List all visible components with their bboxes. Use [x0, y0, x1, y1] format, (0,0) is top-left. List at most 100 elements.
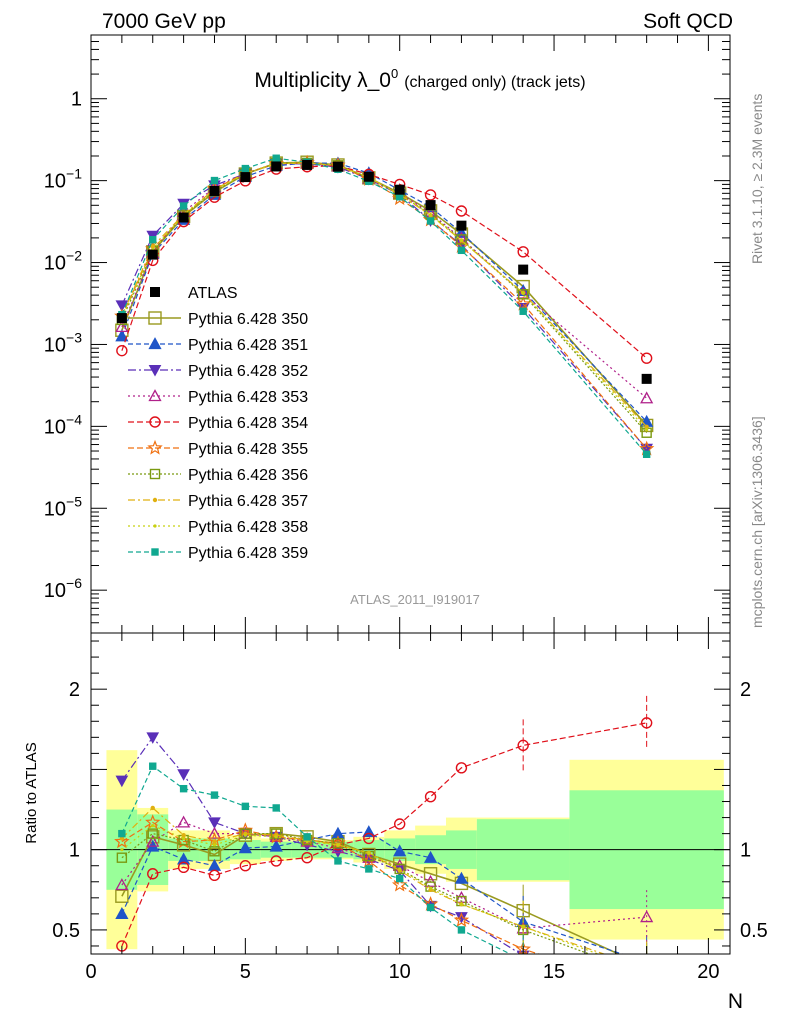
series-357-point — [644, 424, 649, 429]
legend-marker — [152, 497, 158, 503]
atlas-data-point — [641, 373, 652, 384]
series-359-ratio-point — [520, 957, 526, 963]
series-359-ratio-point — [644, 988, 650, 994]
series-351-ratio-point — [238, 841, 252, 854]
series-351-ratio-point — [454, 871, 469, 884]
atlas-data-point — [178, 212, 189, 223]
series-358-ratio-point — [305, 840, 309, 844]
series-359-point — [642, 450, 651, 458]
series-352-ratio-point — [146, 732, 160, 744]
series-359-ratio-point — [395, 874, 404, 883]
atlas-data-point — [302, 159, 313, 170]
series-352-ratio-point — [177, 769, 190, 781]
legend-marker — [148, 311, 162, 325]
x-tick-label: 10 — [389, 961, 411, 983]
series-359-point — [519, 307, 527, 315]
series-351-ratio-point — [177, 852, 191, 865]
legend-marker — [148, 365, 162, 377]
ratio-panel: 0.5 0.5 1 1 2 2 Ratio to ATLAS 0 5 10 15 20 N — [23, 35, 768, 1013]
atlas-data — [116, 159, 652, 384]
x-tick-label: 5 — [240, 961, 251, 983]
legend-marker — [153, 524, 157, 528]
series-350-ratio-point — [115, 889, 129, 903]
atlas-data-point — [332, 161, 343, 172]
series-353-ratio-point — [423, 874, 438, 887]
series-358-ratio-point — [212, 843, 217, 847]
series-359-ratio-point — [210, 791, 219, 799]
ratio-y-tick-label: 0.5 — [52, 920, 80, 942]
legend-atlas-marker — [150, 287, 160, 297]
x-tick-label: 15 — [543, 961, 565, 983]
series-352-ratio-point — [115, 775, 129, 788]
main-y-tick-label: 10−1 — [44, 166, 82, 193]
legend-marker — [147, 439, 163, 455]
series-353-point — [640, 391, 654, 404]
main-y-axis: 10−6 10−5 10−4 10−3 10−2 10−1 1 — [44, 34, 730, 634]
series-359-point — [241, 164, 250, 173]
series-353-ratio-point — [177, 815, 191, 828]
series-357-ratio-point — [181, 833, 186, 838]
series-353-ratio-point — [207, 826, 222, 839]
series-352-point — [115, 300, 129, 312]
series-357-ratio-line — [121, 807, 606, 954]
ratio-y-label: Ratio to ATLAS — [23, 742, 40, 843]
legend-marker — [149, 468, 161, 480]
ratio-plot-area — [91, 695, 730, 994]
series-356-ratio-point — [642, 970, 651, 979]
series-358-ratio-point — [151, 824, 155, 828]
main-panel: Multiplicity λ_00(charged only) (track j… — [44, 34, 731, 634]
ratio-frame — [90, 632, 731, 955]
x-axis: 0 5 10 15 20 — [85, 35, 720, 983]
series-355-main — [114, 154, 655, 456]
series-354-ratio-point — [393, 818, 406, 830]
series-354-ratio-point — [270, 855, 282, 867]
legend-label: Pythia 6.428 355 — [188, 441, 308, 458]
series-353-line — [121, 162, 648, 399]
series-354-ratio-point — [239, 860, 252, 872]
series-358-ratio-point — [398, 867, 402, 871]
series-359-ratio-point — [149, 762, 157, 770]
series-356-ratio-point — [147, 828, 158, 839]
series-357-ratio-point — [212, 839, 217, 844]
series-356-point — [517, 289, 529, 300]
series-359-ratio-point — [457, 926, 466, 934]
series-352-ratio-point — [641, 983, 652, 993]
series-358-point — [428, 213, 433, 217]
ratio-y-tick-label-right: 2 — [740, 679, 751, 701]
atlas-data-point — [518, 264, 529, 275]
series-359-point — [210, 176, 219, 185]
atlas-data-point — [363, 171, 374, 182]
series-357-point — [150, 244, 155, 249]
series-354-line — [121, 164, 648, 359]
legend-marker — [151, 548, 159, 556]
series-354-ratio-point — [301, 852, 313, 864]
legend-label: Pythia 6.428 356 — [188, 467, 308, 484]
analysis-label: ATLAS_2011_I919017 — [350, 592, 480, 607]
series-358-ratio-line — [121, 824, 600, 954]
series-359-point — [179, 202, 188, 210]
series-355-ratio-point — [641, 981, 653, 993]
series-354-ratio-point — [177, 861, 190, 874]
energy-label: 7000 GeV pp — [102, 10, 226, 33]
legend-marker — [149, 416, 161, 428]
series-359-ratio-line — [121, 765, 512, 954]
series-359-ratio-point — [118, 829, 126, 838]
series-355-point — [515, 295, 532, 311]
series-358-ratio-point — [645, 970, 648, 973]
series-356-ratio-point — [332, 838, 344, 849]
ratio-y-tick-label: 2 — [69, 679, 80, 701]
series-350-ratio-point — [423, 867, 438, 881]
series-357-ratio-point — [119, 836, 125, 841]
series-356-point — [456, 234, 467, 245]
atlas-data-point — [209, 185, 220, 196]
series-354-main — [116, 159, 653, 364]
series-359-ratio-point — [303, 833, 311, 841]
mcplots-label: mcplots.cern.ch [arXiv:1306.3436] — [749, 416, 765, 628]
series-358-ratio — [120, 824, 648, 973]
series-354-ratio-point — [147, 868, 159, 880]
series-354-ratio-point — [455, 762, 468, 774]
series-354-ratio-line — [121, 722, 647, 947]
legend-label: Pythia 6.428 351 — [188, 337, 308, 354]
legend-marker — [148, 389, 162, 402]
